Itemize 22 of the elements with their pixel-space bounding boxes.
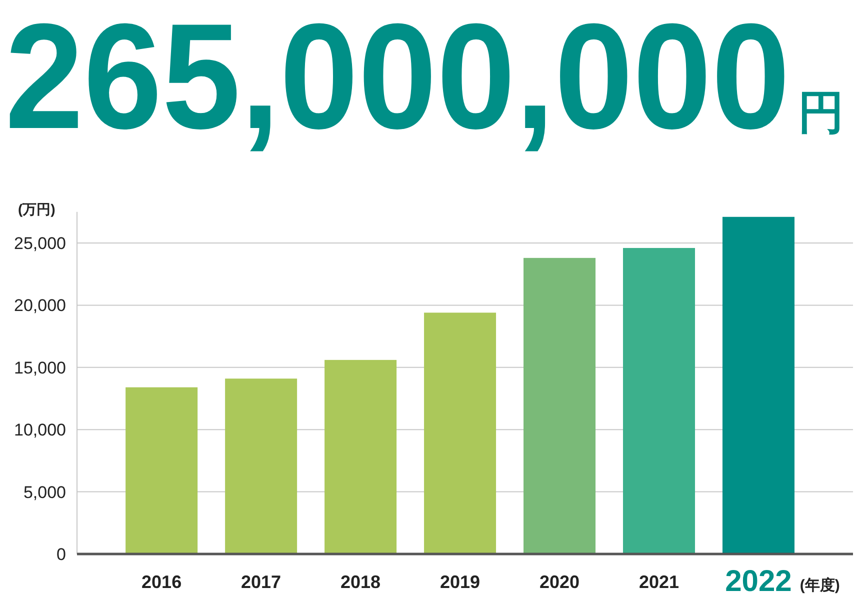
bar <box>722 216 794 554</box>
x-tick-label: 2020 <box>539 572 580 592</box>
y-tick-label: 20,000 <box>14 296 66 316</box>
bar <box>424 312 496 554</box>
bar <box>623 248 695 554</box>
x-tick-label: 2021 <box>638 572 680 592</box>
bar <box>225 378 298 554</box>
x-tick-label: 2018 <box>340 572 381 592</box>
bar <box>324 360 397 554</box>
bar <box>126 387 198 554</box>
x-axis-title: (年度) <box>800 576 840 594</box>
x-tick-label: 2019 <box>440 572 480 592</box>
y-tick-label: 15,000 <box>14 358 66 378</box>
bar <box>524 258 596 554</box>
y-tick-label: 25,000 <box>14 234 66 253</box>
y-tick-label: 0 <box>56 545 66 564</box>
y-axis-title: (万円) <box>18 200 56 217</box>
x-tick-label: 2016 <box>142 572 182 592</box>
x-tick-label: 2022 <box>725 565 792 598</box>
y-tick-label: 5,000 <box>23 482 66 502</box>
y-tick-label: 10,000 <box>14 420 66 440</box>
x-tick-label: 2017 <box>241 572 282 592</box>
